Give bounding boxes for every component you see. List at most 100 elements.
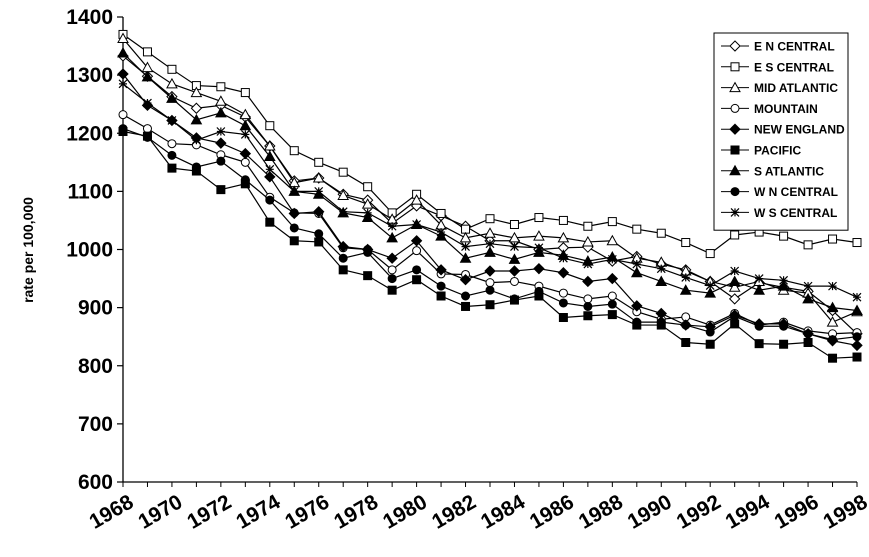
data-point: [728, 293, 741, 305]
x-tick-label: 1976: [281, 490, 333, 533]
data-point: [484, 227, 496, 238]
data-point: [631, 300, 643, 312]
data-point: [655, 275, 668, 286]
legend-marker: [730, 62, 740, 72]
data-point: [387, 265, 397, 275]
data-point: [264, 171, 276, 183]
data-point: [779, 339, 789, 349]
data-point: [117, 68, 129, 80]
x-tick-label: 1988: [575, 490, 627, 533]
data-point: [681, 272, 691, 282]
x-tick-label: 1970: [134, 490, 186, 533]
legend-marker: [730, 207, 740, 217]
data-point: [461, 242, 470, 252]
data-point: [143, 98, 152, 108]
x-tick-label: 1996: [771, 490, 823, 533]
data-point: [828, 335, 838, 345]
data-point: [215, 137, 227, 149]
x-tick-label: 1994: [722, 490, 774, 533]
data-point: [533, 230, 545, 241]
data-point: [167, 139, 177, 149]
data-point: [239, 119, 252, 131]
legend-label: PACIFIC: [754, 144, 801, 158]
x-tick-label: 1978: [330, 490, 382, 533]
legend: E N CENTRAL E S CENTRAL MID ATLANTIC MOUNTA…: [713, 32, 849, 231]
legend-marker: [730, 103, 740, 113]
data-point: [338, 207, 348, 217]
x-tick-label: 1974: [232, 490, 284, 533]
data-point: [412, 265, 422, 275]
data-point: [265, 217, 275, 227]
y-tick-label: 1400: [66, 6, 113, 29]
legend-item-w-s-central: W S CENTRAL: [721, 206, 837, 220]
x-tick-label: 1982: [428, 490, 480, 533]
data-point: [461, 291, 471, 301]
series-e-s-central: [118, 29, 862, 259]
data-point: [607, 291, 617, 301]
x-tick-label: 1980: [379, 490, 431, 533]
data-point: [338, 167, 348, 177]
legend-marker: [730, 187, 740, 197]
data-point: [828, 234, 838, 244]
legend-label: NEW ENGLAND: [754, 123, 845, 137]
data-point: [656, 317, 666, 327]
data-point: [583, 301, 593, 311]
legend-item-mountain: MOUNTAIN: [721, 102, 818, 116]
data-point: [117, 47, 129, 58]
data-point: [386, 231, 398, 243]
data-point: [314, 237, 324, 247]
data-point: [459, 274, 472, 286]
data-point: [484, 246, 496, 257]
data-point: [363, 247, 373, 257]
legend-marker: [730, 145, 740, 155]
data-point: [436, 281, 446, 291]
data-point: [583, 221, 593, 231]
x-tick-label: 1968: [86, 490, 138, 533]
data-point: [607, 310, 617, 320]
data-point: [777, 280, 790, 291]
legend-marker: [729, 123, 741, 135]
data-point: [387, 221, 397, 231]
data-point: [679, 284, 692, 295]
y-tick-label: 1000: [66, 239, 113, 262]
data-point: [459, 231, 472, 243]
data-point: [338, 253, 348, 263]
data-point: [852, 332, 862, 342]
data-point: [852, 352, 862, 362]
y-tick-label: 900: [78, 297, 113, 320]
legend-label: E N CENTRAL: [754, 40, 835, 54]
data-point: [583, 311, 593, 321]
data-point: [826, 316, 839, 327]
data-point: [558, 313, 568, 323]
data-point: [191, 162, 201, 172]
data-point: [436, 291, 446, 301]
data-point: [485, 285, 495, 295]
data-point: [705, 281, 715, 290]
data-point: [582, 235, 594, 247]
data-point: [606, 234, 619, 246]
data-point: [141, 70, 154, 82]
data-point: [337, 189, 350, 200]
data-point: [632, 317, 642, 327]
data-point: [508, 231, 521, 243]
data-point: [239, 108, 252, 120]
data-point: [436, 208, 446, 218]
data-point: [312, 171, 325, 183]
legend-marker: [729, 40, 741, 52]
data-point: [461, 301, 471, 311]
data-point: [851, 304, 863, 316]
data-point: [265, 121, 275, 131]
data-point: [508, 265, 521, 277]
data-point: [289, 223, 299, 233]
x-axis-ticks: 1968197019721974197619781980198219841986…: [86, 482, 869, 534]
data-point: [730, 319, 740, 329]
data-point: [534, 213, 544, 223]
data-point: [607, 217, 617, 227]
data-point: [410, 235, 423, 247]
data-point: [730, 230, 740, 240]
data-point: [730, 266, 740, 276]
data-point: [240, 157, 250, 167]
data-point: [656, 228, 666, 238]
data-point: [754, 321, 764, 331]
data-point: [314, 229, 324, 239]
